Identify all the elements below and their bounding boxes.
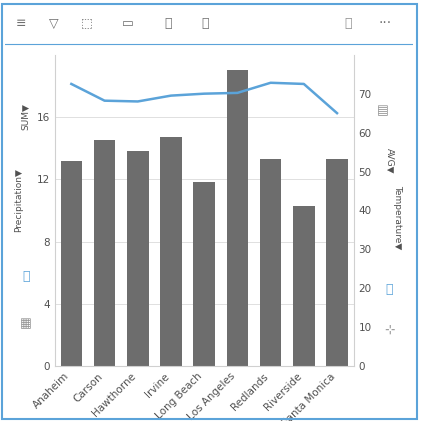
Text: ▦: ▦ (20, 317, 32, 330)
Bar (94, 141, 115, 366)
Bar (61, 161, 82, 366)
Text: 〜: 〜 (386, 283, 393, 296)
Text: 〜: 〜 (22, 270, 29, 283)
Text: ···: ··· (378, 16, 392, 30)
Bar (226, 70, 248, 366)
Text: ▭: ▭ (122, 17, 133, 29)
Bar (193, 182, 215, 366)
Text: SUM▼: SUM▼ (21, 104, 30, 131)
Text: ⧉: ⧉ (201, 17, 209, 29)
Text: ≡: ≡ (16, 17, 27, 29)
Text: ⊹: ⊹ (384, 323, 394, 336)
Bar (260, 159, 281, 366)
Text: ▽: ▽ (49, 17, 59, 29)
Bar (160, 137, 182, 366)
Text: Precipitation▼: Precipitation▼ (14, 168, 23, 232)
Text: Temperature▼: Temperature▼ (393, 185, 402, 249)
Text: ⬚: ⬚ (81, 17, 93, 29)
Text: ⓘ: ⓘ (344, 17, 352, 29)
Bar (293, 206, 314, 366)
Text: AVG▼: AVG▼ (385, 147, 394, 173)
Text: ⛶: ⛶ (165, 17, 172, 29)
Text: ▤: ▤ (377, 104, 389, 117)
Bar (127, 151, 149, 366)
Bar (326, 159, 348, 366)
